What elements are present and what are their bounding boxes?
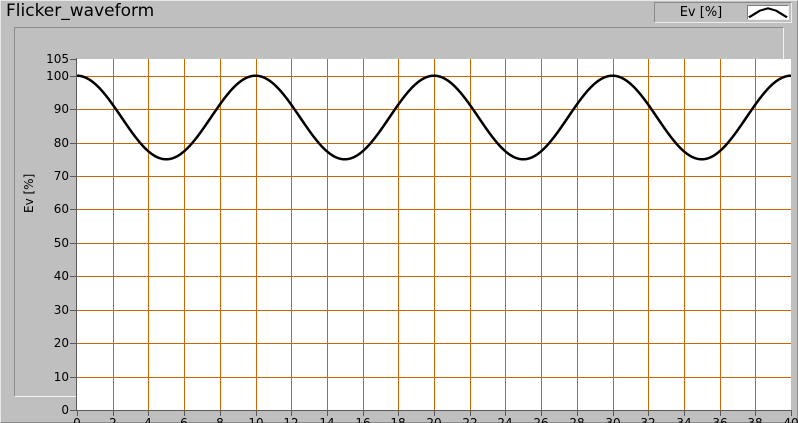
y-axis-tick: [70, 310, 76, 311]
y-axis-tick: [70, 143, 76, 144]
x-axis-tick: [505, 411, 506, 416]
x-axis-tick-label: 0: [73, 416, 81, 423]
y-axis-tick: [70, 109, 76, 110]
x-axis-tick: [755, 411, 756, 416]
x-axis-tick: [434, 411, 435, 416]
x-axis-tick: [220, 411, 221, 416]
x-axis-tick: [613, 411, 614, 416]
x-axis-tick-label: 22: [462, 416, 478, 423]
y-axis-tick: [70, 209, 76, 210]
x-axis-tick-label: 12: [283, 416, 299, 423]
legend-series-label[interactable]: Ev [%]: [679, 5, 723, 20]
x-gridlines: [113, 59, 756, 410]
x-axis-tick-label: 4: [144, 416, 152, 423]
y-axis-tick: [70, 276, 76, 277]
x-axis-tick: [398, 411, 399, 416]
x-axis-line: [76, 410, 792, 411]
waveform-line: [77, 74, 791, 161]
y-axis-line: [76, 58, 77, 411]
y-axis-tick-label: 40: [53, 269, 69, 283]
plot-area[interactable]: [77, 59, 791, 410]
x-axis-tick-label: 40: [783, 416, 798, 423]
x-axis-tick: [77, 411, 78, 416]
x-axis-tick-label: 6: [180, 416, 188, 423]
x-axis-tick-label: 28: [569, 416, 585, 423]
y-axis-tick-label: 90: [53, 102, 69, 116]
x-axis-tick-label: 2: [109, 416, 117, 423]
x-axis-tick: [720, 411, 721, 416]
y-axis-tick-label: 0: [61, 403, 69, 417]
y-axis-tick: [70, 76, 76, 77]
x-axis-tick-label: 16: [355, 416, 371, 423]
x-axis-tick: [541, 411, 542, 416]
x-axis-tick: [184, 411, 185, 416]
x-axis-tick-label: 34: [676, 416, 692, 423]
y-axis-tick: [70, 343, 76, 344]
y-axis-title: Ev [%]: [22, 173, 36, 213]
x-axis-tick: [648, 411, 649, 416]
line-plot-peak-icon[interactable]: [747, 5, 789, 20]
y-axis-tick: [70, 59, 76, 60]
y-axis-tick-label: 30: [53, 303, 69, 317]
x-axis-tick: [327, 411, 328, 416]
x-axis-tick-label: 14: [319, 416, 335, 423]
x-axis-tick: [256, 411, 257, 416]
x-axis-tick-label: 10: [248, 416, 264, 423]
x-axis-tick: [113, 411, 114, 416]
y-axis-tick-label: 10: [53, 370, 69, 384]
x-axis-tick-label: 36: [712, 416, 728, 423]
plot-legend[interactable]: Ev [%]: [654, 2, 792, 23]
x-axis-tick: [470, 411, 471, 416]
page-title: Flicker_waveform: [6, 1, 155, 21]
y-axis-tick-label: 60: [53, 202, 69, 216]
y-axis-tick-label: 100: [46, 69, 69, 83]
y-axis-tick-label: 20: [53, 336, 69, 350]
y-axis-tick-label: 50: [53, 236, 69, 250]
y-axis-tick-label: 80: [53, 136, 69, 150]
x-axis-tick: [148, 411, 149, 416]
x-axis-tick-label: 30: [605, 416, 621, 423]
x-axis-tick: [363, 411, 364, 416]
y-gridlines: [77, 76, 791, 378]
x-axis-tick-label: 26: [533, 416, 549, 423]
x-axis-tick-label: 32: [640, 416, 656, 423]
x-axis-tick: [577, 411, 578, 416]
x-axis-tick-label: 20: [426, 416, 442, 423]
x-axis-tick-label: 38: [747, 416, 763, 423]
x-axis-tick-label: 18: [390, 416, 406, 423]
y-axis-tick: [70, 377, 76, 378]
y-axis-tick: [70, 410, 76, 411]
plot-frame: 0 10 20 30 40 50 60 70 80 90 100 105 0 2 4 6 8 10 12 14 16 1…: [14, 27, 798, 423]
y-axis-tick-label: 105: [46, 52, 69, 66]
x-axis-tick: [291, 411, 292, 416]
y-axis-tick: [70, 176, 76, 177]
y-axis-tick-label: 70: [53, 169, 69, 183]
x-axis-tick: [791, 411, 792, 416]
y-axis-tick: [70, 243, 76, 244]
x-axis-tick-label: 8: [216, 416, 224, 423]
x-axis-tick-label: 24: [497, 416, 513, 423]
x-axis-tick: [684, 411, 685, 416]
